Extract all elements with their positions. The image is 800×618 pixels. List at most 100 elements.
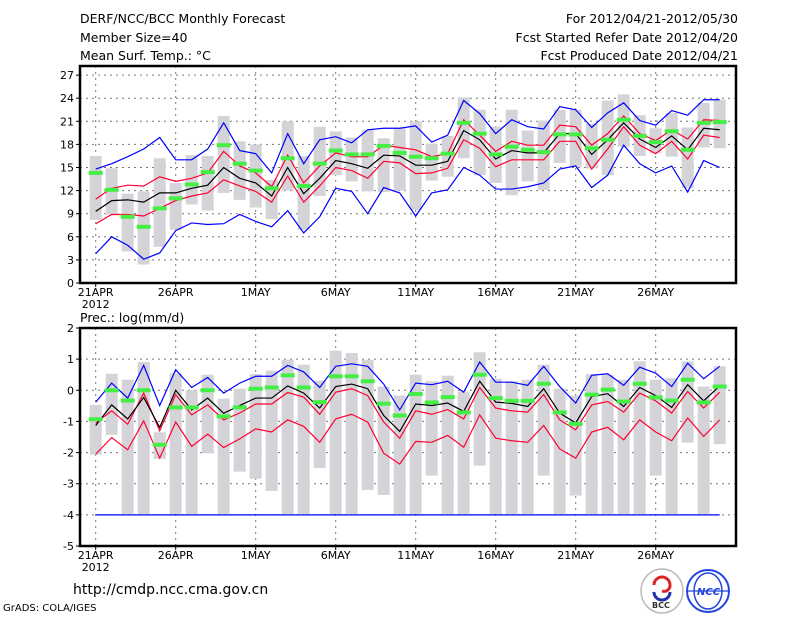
spread-box: [697, 386, 710, 514]
spread-box: [617, 379, 630, 514]
obs-marker: [696, 120, 711, 125]
obs-marker: [344, 374, 359, 379]
obs-marker: [232, 161, 247, 166]
obs-marker: [504, 144, 519, 149]
obs-marker: [472, 372, 487, 377]
obs-marker: [360, 152, 375, 157]
spread-box: [665, 378, 678, 514]
obs-marker: [680, 147, 695, 152]
obs-marker: [408, 392, 423, 397]
spread-box: [233, 388, 246, 472]
x-tick-label: 21APR: [78, 549, 114, 562]
spread-box: [713, 366, 726, 445]
obs-marker: [88, 170, 103, 175]
spread-box: [665, 112, 678, 157]
obs-marker: [408, 154, 423, 159]
x-tick-label: 1MAY: [241, 549, 271, 562]
series-line-ensemble-mean: [95, 121, 720, 212]
obs-marker: [472, 131, 487, 136]
spread-box: [153, 158, 166, 247]
obs-marker: [200, 170, 215, 175]
x-tick-label: 21MAY: [557, 549, 594, 562]
chart-title: DERF/NCC/BCC Monthly Forecast: [80, 11, 286, 26]
y-tick-label: 0: [67, 277, 74, 290]
y-tick-label: 21: [60, 115, 74, 128]
year-label: 2012: [82, 298, 110, 311]
precipitation-panel: -5 -4 -3 -2 -1 0 1 2 21APR 26APR 1MAY 6MAY 11MAY 16MA…: [63, 322, 738, 574]
obs-marker: [328, 148, 343, 153]
obs-marker: [616, 399, 631, 404]
member-size: Member Size=40: [80, 30, 188, 45]
y-tick-label: 15: [60, 162, 74, 175]
spread-box: [121, 193, 134, 252]
y-tick-label: 24: [60, 92, 74, 105]
obs-marker: [520, 147, 535, 152]
obs-marker: [648, 395, 663, 400]
obs-marker: [616, 117, 631, 122]
obs-marker: [248, 168, 263, 173]
spread-box: [377, 138, 390, 193]
obs-marker: [136, 224, 151, 229]
obs-marker: [184, 182, 199, 187]
obs-marker: [120, 214, 135, 219]
obs-marker: [376, 143, 391, 148]
spread-box: [169, 182, 182, 230]
spread-box: [457, 391, 470, 514]
temp-panel-title: Mean Surf. Temp.: °C: [80, 48, 211, 63]
spread-box: [297, 364, 310, 514]
obs-marker: [456, 410, 471, 415]
series-line-max: [95, 99, 720, 175]
spread-box: [393, 395, 406, 514]
spread-box: [441, 135, 454, 177]
x-tick-label: 26MAY: [637, 549, 674, 562]
plot-frame: [78, 64, 738, 285]
obs-marker: [88, 417, 103, 422]
spread-box: [505, 109, 518, 196]
x-tick-label: 21APR: [78, 286, 114, 299]
spread-box: [345, 137, 358, 182]
spread-box: [249, 144, 262, 208]
obs-marker: [264, 186, 279, 191]
source-url[interactable]: http://cmdp.ncc.cma.gov.cn: [73, 582, 269, 598]
y-tick-label: 1: [67, 353, 74, 366]
obs-marker: [584, 146, 599, 151]
obs-marker: [520, 398, 535, 403]
plot-frame: [78, 326, 738, 548]
obs-marker: [328, 374, 343, 379]
obs-marker: [632, 381, 647, 386]
spread-box: [569, 395, 582, 496]
obs-marker: [136, 388, 151, 393]
series-line-lower: [95, 413, 721, 465]
spread-box: [201, 155, 214, 211]
fcst-started-date: Fcst Started Refer Date 2012/04/20: [515, 30, 739, 45]
y-tick-label: -1: [63, 415, 74, 428]
x-tick-label: 1MAY: [241, 286, 271, 299]
obs-marker: [712, 120, 727, 125]
obs-marker: [552, 410, 567, 415]
obs-marker: [216, 414, 231, 419]
spread-box: [217, 398, 230, 514]
series-line-upper: [95, 115, 720, 200]
obs-marker: [104, 187, 119, 192]
y-tick-label: 9: [67, 208, 74, 221]
obs-marker: [184, 405, 199, 410]
obs-marker: [376, 401, 391, 406]
spread-box: [457, 97, 470, 159]
y-tick-label: -5: [63, 540, 74, 553]
obs-marker: [456, 120, 471, 125]
y-tick-label: 18: [60, 138, 74, 151]
y-tick-label: 27: [60, 69, 74, 82]
series-line-upper: [95, 386, 721, 440]
y-tick-label: -3: [63, 478, 74, 491]
spread-box: [313, 380, 326, 469]
obs-marker: [392, 413, 407, 418]
series-line-ensemble-mean: [95, 380, 721, 433]
spread-box: [585, 123, 598, 169]
spread-box: [89, 155, 102, 220]
spread-box: [281, 359, 294, 514]
y-tick-label: 6: [67, 231, 74, 244]
x-tick-label: 26APR: [158, 286, 194, 299]
obs-marker: [200, 388, 215, 393]
obs-marker: [568, 421, 583, 426]
obs-marker: [600, 387, 615, 392]
